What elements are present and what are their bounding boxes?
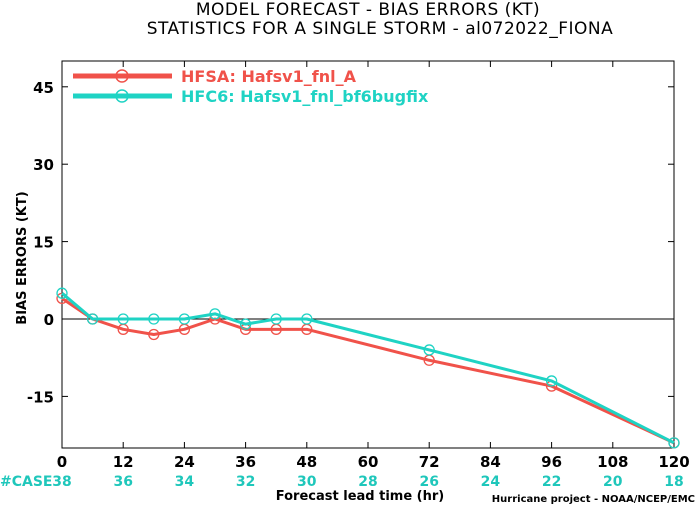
y-tick-label: 0: [44, 311, 54, 329]
data-point: [301, 313, 313, 325]
case-count: 36: [113, 474, 132, 490]
case-count: 26: [419, 474, 438, 490]
data-point: [423, 344, 435, 356]
plot-frame: [61, 60, 675, 449]
x-tick-label: 84: [480, 453, 501, 471]
y-tick-label: 30: [33, 156, 54, 174]
data-point: [209, 308, 221, 320]
x-tick-label: 48: [296, 453, 317, 471]
x-tick-label: 60: [358, 453, 379, 471]
y-axis-label: BIAS ERRORS (KT): [15, 191, 30, 324]
case-count: 22: [542, 474, 561, 490]
legend-label: HFC6: Hafsv1_fnl_bf6bugfix: [181, 87, 429, 106]
case-count: 34: [175, 474, 195, 490]
y-tick-label: 45: [33, 79, 54, 97]
x-tick-label: 24: [174, 453, 195, 471]
y-tick-label: -15: [27, 388, 54, 406]
x-tick-label: 120: [658, 453, 689, 471]
x-axis-label: Forecast lead time (hr): [276, 489, 444, 504]
case-count: 30: [297, 474, 317, 490]
data-point: [148, 328, 160, 341]
data-point: [239, 318, 252, 330]
x-tick-label: 0: [57, 453, 67, 471]
legend-label: HFSA: Hafsv1_fnl_A: [181, 67, 357, 86]
data-point: [117, 313, 129, 325]
case-count: 18: [664, 474, 683, 490]
series-line-1: [61, 292, 675, 445]
y-tick-label: 15: [33, 234, 54, 252]
case-count: 32: [236, 474, 255, 490]
x-tick-label: 12: [113, 453, 134, 471]
data-point: [545, 375, 558, 387]
x-tick-label: 36: [235, 453, 256, 471]
case-count: 24: [481, 474, 501, 490]
data-point: [148, 313, 160, 325]
case-header: #CASE: [0, 474, 53, 490]
case-count: 38: [52, 474, 71, 490]
data-point: [178, 313, 191, 325]
chart-title-line2: STATISTICS FOR A SINGLE STORM - al072022…: [146, 19, 614, 39]
x-tick-label: 72: [419, 453, 440, 471]
credit-text: Hurricane project - NOAA/NCEP/EMC: [492, 494, 695, 505]
data-point: [668, 437, 680, 449]
x-tick-label: 96: [541, 453, 562, 471]
data-point: [86, 313, 99, 325]
data-point: [270, 313, 282, 325]
chart-title-line1: MODEL FORECAST - BIAS ERRORS (KT): [195, 0, 541, 20]
x-tick-label: 108: [597, 453, 628, 471]
legend-marker: [115, 89, 129, 103]
case-count: 20: [603, 474, 623, 490]
case-count: 28: [358, 474, 377, 490]
data-point: [56, 287, 68, 299]
legend-marker: [115, 69, 129, 83]
